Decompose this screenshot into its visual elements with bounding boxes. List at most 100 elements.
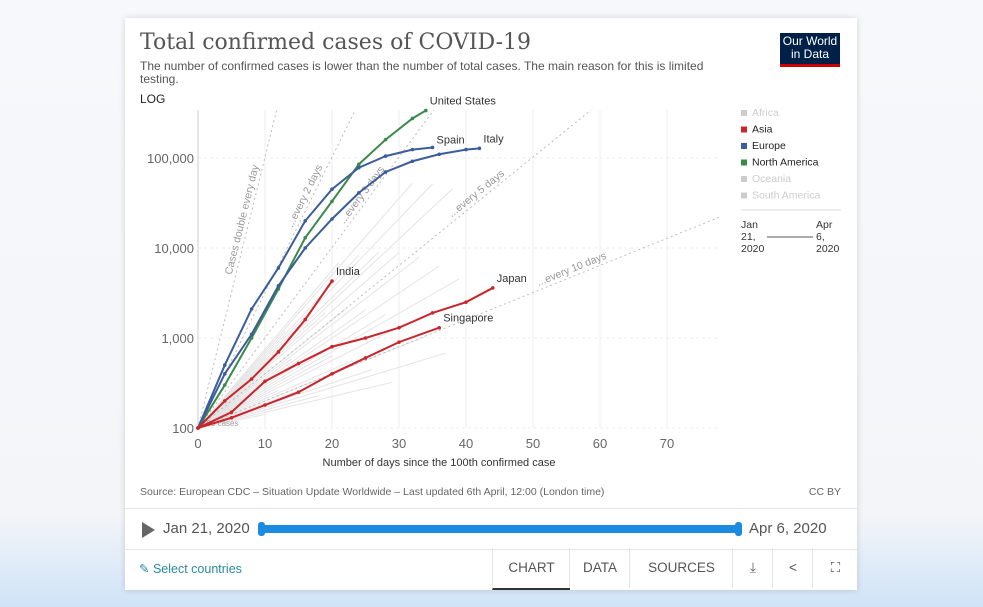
doubling-line	[197, 109, 592, 429]
data-point	[357, 191, 361, 195]
data-point	[276, 350, 281, 354]
data-point	[330, 372, 334, 376]
data-point	[397, 340, 401, 344]
download-icon[interactable]: ⤓	[732, 548, 773, 588]
x-tick-label: 0	[194, 436, 201, 451]
tab-chart[interactable]: CHART	[492, 548, 570, 590]
license-link[interactable]: CC BY	[808, 486, 841, 498]
data-point	[229, 415, 234, 420]
series-line	[197, 280, 333, 429]
owid-logo[interactable]: Our World in Data	[780, 33, 840, 67]
series-line	[197, 287, 494, 429]
tab-data[interactable]: DATA	[569, 548, 630, 588]
series-label: Italy	[483, 133, 504, 145]
select-countries-button[interactable]: ✎ Select countries	[139, 562, 242, 576]
background-country-line	[197, 355, 333, 429]
data-point	[363, 336, 368, 340]
doubling-line	[197, 109, 356, 429]
data-point	[430, 311, 435, 315]
legend-item: North America	[752, 157, 819, 169]
end-handle[interactable]	[735, 522, 742, 536]
share-icon[interactable]: <	[772, 548, 813, 588]
series-line	[197, 326, 440, 429]
data-point	[263, 379, 267, 384]
legend-swatch	[741, 143, 747, 149]
timeline: Jan 21, 2020 Apr 6, 2020	[125, 508, 857, 550]
start-handle[interactable]	[258, 522, 265, 536]
data-point	[276, 284, 281, 288]
x-tick-label: 30	[392, 436, 406, 451]
timeline-start: Jan 21, 2020	[163, 520, 250, 537]
legend-swatch	[741, 192, 747, 199]
legend-swatch	[741, 110, 747, 116]
data-point	[249, 307, 254, 311]
data-point	[249, 377, 254, 381]
legend-item: Oceania	[752, 173, 791, 185]
legend-swatch	[741, 126, 747, 133]
series-line	[197, 109, 427, 429]
series-label: India	[336, 266, 361, 278]
y-tick-label: 100,000	[147, 151, 194, 166]
time-legend-start: 2020	[741, 243, 765, 255]
data-point	[464, 300, 468, 304]
background-country-line	[197, 381, 393, 429]
background-country-line	[197, 256, 420, 429]
fullscreen-icon[interactable]: ⛶	[812, 548, 858, 588]
data-point	[437, 152, 442, 157]
data-point	[330, 344, 334, 349]
background-country-line	[197, 262, 340, 429]
data-point	[296, 390, 301, 394]
data-point	[464, 147, 468, 152]
data-point	[223, 399, 227, 403]
data-point	[249, 332, 254, 337]
data-point	[430, 145, 435, 150]
data-point	[303, 317, 307, 322]
y-tick-label: 1,000	[161, 331, 194, 346]
data-point	[383, 170, 388, 174]
y-tick-label: 10,000	[154, 241, 194, 256]
data-point	[491, 286, 495, 290]
doubling-line	[197, 216, 721, 429]
play-icon[interactable]	[142, 522, 155, 538]
x-tick-label: 70	[660, 436, 674, 451]
pencil-icon: ✎	[139, 562, 150, 576]
background-country-line	[197, 182, 413, 429]
series-label: Singapore	[443, 313, 493, 325]
timeline-slider[interactable]	[258, 522, 742, 536]
background-country-line	[197, 254, 360, 429]
data-point	[397, 325, 401, 330]
series-label: United States	[430, 96, 497, 108]
x-tick-label: 50	[526, 436, 540, 451]
time-legend-start: Jan	[741, 219, 758, 231]
series-line	[197, 147, 480, 429]
data-point	[383, 154, 388, 158]
time-legend-start: 21,	[741, 231, 756, 243]
data-point	[303, 235, 307, 240]
x-tick-label: 40	[459, 436, 473, 451]
x-tick-label: 20	[325, 436, 339, 451]
chart-plot: 0 10 20 30 40 50 60 70 100 1,000 10,000 100,000 Numb…	[147, 96, 841, 469]
legend-item: South America	[752, 190, 820, 202]
scale-toggle[interactable]: LOG	[140, 92, 166, 106]
legend-item: Europe	[752, 140, 786, 152]
data-point	[477, 146, 482, 151]
background-country-line	[197, 314, 386, 429]
chart-subtitle: The number of confirmed cases is lower t…	[140, 59, 704, 86]
data-point	[363, 356, 368, 360]
doubling-label: Cases double every day	[223, 163, 262, 276]
background-country-line	[197, 390, 299, 429]
data-point	[196, 426, 200, 430]
data-point	[223, 363, 227, 367]
doubling-label: ...every 5 days	[446, 168, 507, 220]
data-point	[276, 266, 281, 270]
data-point	[330, 199, 334, 204]
data-point	[303, 219, 307, 223]
data-point	[410, 116, 415, 121]
data-point	[330, 279, 334, 283]
data-point	[330, 187, 334, 192]
x-tick-label: 10	[258, 436, 272, 451]
data-point	[223, 372, 227, 376]
control-bar: ✎ Select countries CHART DATA SOURCES ⤓ …	[125, 548, 857, 590]
series-label: Spain	[437, 134, 465, 146]
tab-sources[interactable]: SOURCES	[629, 548, 733, 588]
